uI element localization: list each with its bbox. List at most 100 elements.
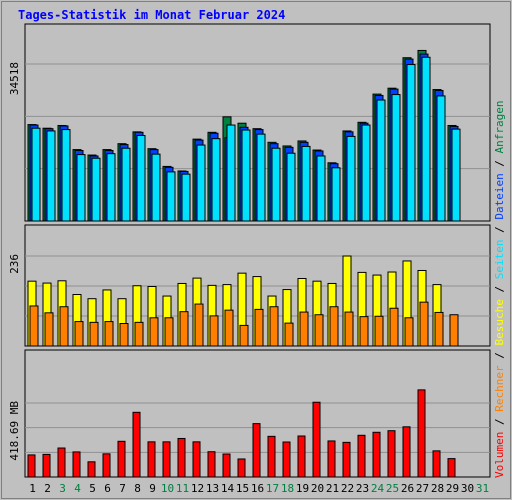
day-label-27: 27	[416, 482, 429, 495]
legend-seiten: Seiten	[493, 240, 506, 280]
bar-volumen-day-14	[222, 453, 231, 478]
bar-seiten-day-9	[151, 153, 161, 222]
bar-volumen-day-22	[342, 441, 351, 478]
day-label-20: 20	[311, 482, 324, 495]
bar-rechner-day-17	[269, 306, 279, 347]
bar-volumen-day-19	[297, 435, 306, 478]
legend-volumen: Volumen	[493, 432, 506, 478]
bar-rechner-day-5	[89, 321, 99, 347]
bar-seiten-day-1	[31, 127, 41, 222]
bar-seiten-day-12	[196, 144, 206, 222]
bar-volumen-day-5	[87, 461, 96, 478]
legend-separator: /	[493, 220, 506, 240]
day-label-17: 17	[266, 482, 279, 495]
bar-rechner-day-27	[419, 301, 429, 347]
bar-volumen-day-4	[72, 451, 81, 478]
day-label-24: 24	[371, 482, 385, 495]
day-label-14: 14	[221, 482, 235, 495]
bar-rechner-day-29	[449, 314, 459, 347]
day-label-13: 13	[206, 482, 219, 495]
day-label-22: 22	[341, 482, 354, 495]
bar-volumen-day-20	[312, 401, 321, 478]
day-label-12: 12	[191, 482, 204, 495]
bar-seiten-day-3	[61, 129, 71, 222]
bar-seiten-day-17	[271, 147, 281, 222]
bar-seiten-day-21	[331, 167, 341, 222]
bar-rechner-day-6	[104, 321, 114, 347]
bar-seiten-day-8	[136, 134, 146, 222]
day-label-5: 5	[89, 482, 96, 495]
legend-dateien: Dateien	[493, 173, 506, 219]
bar-seiten-day-13	[211, 138, 221, 222]
bar-volumen-day-8	[132, 411, 141, 478]
chart-title: Tages-Statistik im Monat Februar 2024	[18, 8, 286, 22]
bar-volumen-day-1	[27, 454, 36, 478]
bar-rechner-day-26	[404, 317, 414, 347]
day-label-2: 2	[44, 482, 51, 495]
legend-anfragen: Anfragen	[493, 100, 506, 153]
bar-volumen-day-10	[162, 441, 171, 478]
bar-rechner-day-18	[284, 322, 294, 347]
bar-rechner-day-2	[44, 312, 54, 347]
y-max-label-middle: 236	[8, 254, 21, 274]
day-label-31: 31	[476, 482, 489, 495]
day-label-1: 1	[29, 482, 36, 495]
bar-volumen-day-21	[327, 440, 336, 478]
day-label-30: 30	[461, 482, 474, 495]
day-label-16: 16	[251, 482, 264, 495]
bar-seiten-day-7	[121, 147, 131, 222]
bar-rechner-day-3	[59, 306, 69, 347]
bar-rechner-day-8	[134, 321, 144, 347]
bar-rechner-day-13	[209, 315, 219, 347]
bar-rechner-day-9	[149, 317, 159, 347]
bar-seiten-day-22	[346, 135, 356, 222]
bar-rechner-day-23	[359, 316, 369, 347]
bar-seiten-day-11	[181, 173, 191, 222]
bar-rechner-day-14	[224, 309, 234, 347]
day-label-29: 29	[446, 482, 459, 495]
bar-volumen-day-12	[192, 441, 201, 478]
bar-rechner-day-19	[299, 311, 309, 347]
bar-seiten-day-24	[376, 99, 386, 222]
day-label-7: 7	[119, 482, 126, 495]
legend: Volumen / Rechner / Besuche / Seiten / D…	[493, 100, 506, 478]
bar-volumen-day-9	[147, 441, 156, 478]
bar-volumen-day-25	[387, 430, 396, 478]
bar-volumen-day-3	[57, 447, 66, 478]
bar-rechner-day-10	[164, 317, 174, 347]
bar-seiten-day-4	[76, 154, 86, 222]
bar-rechner-day-22	[344, 311, 354, 347]
bar-volumen-day-11	[177, 437, 186, 478]
bar-seiten-day-19	[301, 145, 311, 222]
y-max-label-bottom: 418.69 MB	[8, 401, 21, 461]
bar-rechner-day-11	[179, 311, 189, 347]
day-label-23: 23	[356, 482, 369, 495]
bar-seiten-day-10	[166, 171, 176, 222]
bar-seiten-day-27	[421, 56, 431, 222]
bar-seiten-day-20	[316, 155, 326, 222]
day-label-28: 28	[431, 482, 444, 495]
legend-separator: /	[493, 346, 506, 366]
day-label-4: 4	[74, 482, 81, 495]
bar-seiten-day-2	[46, 130, 56, 222]
day-label-8: 8	[134, 482, 141, 495]
bar-seiten-day-29	[451, 128, 461, 222]
bar-seiten-day-28	[436, 95, 446, 222]
day-label-6: 6	[104, 482, 111, 495]
bar-rechner-day-1	[29, 305, 39, 347]
bar-volumen-day-29	[447, 458, 456, 478]
bar-rechner-day-16	[254, 308, 264, 347]
bar-volumen-day-13	[207, 451, 216, 478]
bar-seiten-day-25	[391, 94, 401, 222]
day-label-26: 26	[401, 482, 414, 495]
bar-volumen-day-16	[252, 423, 261, 478]
bar-volumen-day-26	[402, 426, 411, 478]
bar-rechner-day-25	[389, 307, 399, 347]
bar-volumen-day-28	[432, 450, 441, 478]
day-label-10: 10	[161, 482, 174, 495]
bar-seiten-day-16	[256, 133, 266, 222]
bar-volumen-day-17	[267, 435, 276, 478]
